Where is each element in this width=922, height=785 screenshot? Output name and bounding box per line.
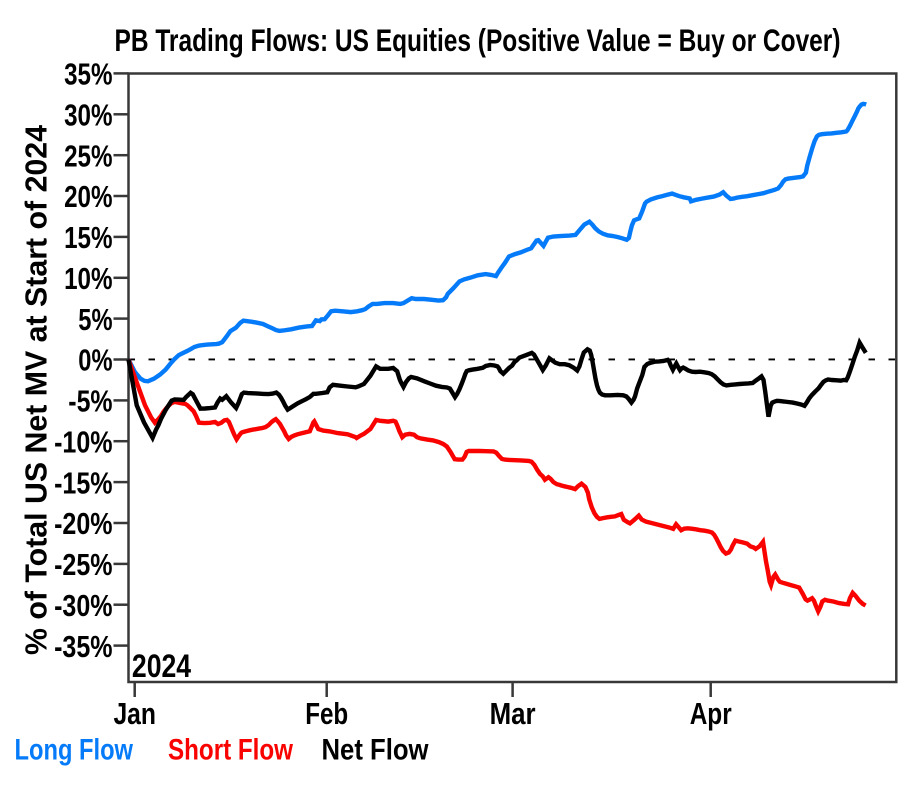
svg-text:10%: 10%: [64, 262, 112, 296]
svg-text:Mar: Mar: [490, 697, 536, 731]
svg-text:Short Flow: Short Flow: [168, 734, 293, 767]
svg-text:-35%: -35%: [54, 630, 112, 664]
svg-text:-25%: -25%: [54, 548, 112, 582]
svg-text:5%: 5%: [78, 303, 112, 337]
svg-text:-5%: -5%: [68, 385, 112, 419]
svg-text:35%: 35%: [64, 58, 112, 92]
svg-text:PB Trading Flows: US Equities: PB Trading Flows: US Equities (Positive …: [115, 22, 841, 58]
svg-text:Feb: Feb: [305, 697, 348, 731]
svg-text:15%: 15%: [64, 221, 112, 255]
svg-text:0%: 0%: [78, 344, 112, 378]
svg-text:Jan: Jan: [113, 697, 156, 731]
svg-text:-20%: -20%: [54, 507, 112, 541]
svg-text:30%: 30%: [64, 99, 112, 133]
svg-text:Long Flow: Long Flow: [15, 734, 134, 767]
svg-text:Apr: Apr: [690, 697, 732, 731]
svg-text:Net Flow: Net Flow: [322, 734, 429, 767]
svg-text:% of Total US Net MV at Start: % of Total US Net MV at Start of 2024: [19, 124, 54, 655]
svg-text:-10%: -10%: [54, 425, 112, 459]
svg-text:2024: 2024: [132, 648, 191, 684]
svg-text:25%: 25%: [64, 139, 112, 173]
svg-text:-30%: -30%: [54, 589, 112, 623]
svg-text:-15%: -15%: [54, 466, 112, 500]
svg-text:20%: 20%: [64, 180, 112, 214]
